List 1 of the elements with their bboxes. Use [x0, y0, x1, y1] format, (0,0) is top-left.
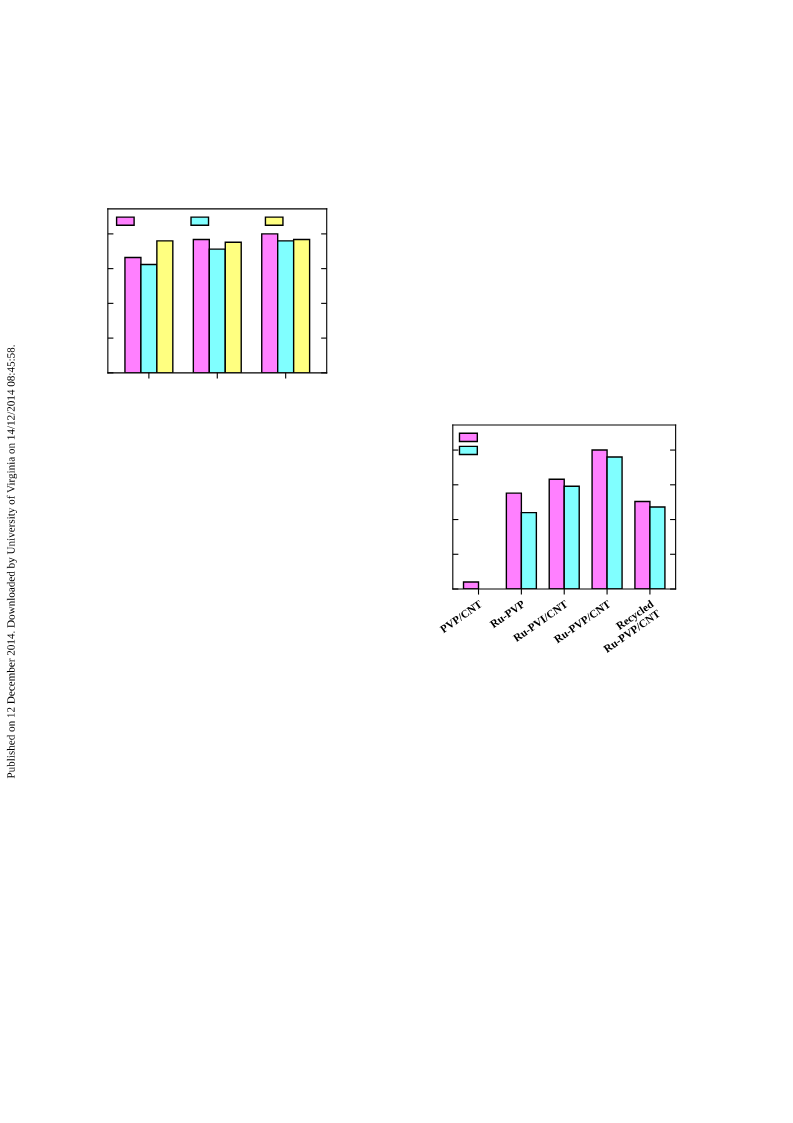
text: Published on 12 December 2014. Downloaded by University of Virginia on 14/12/2014 08:45:58. — [6, 345, 18, 779]
